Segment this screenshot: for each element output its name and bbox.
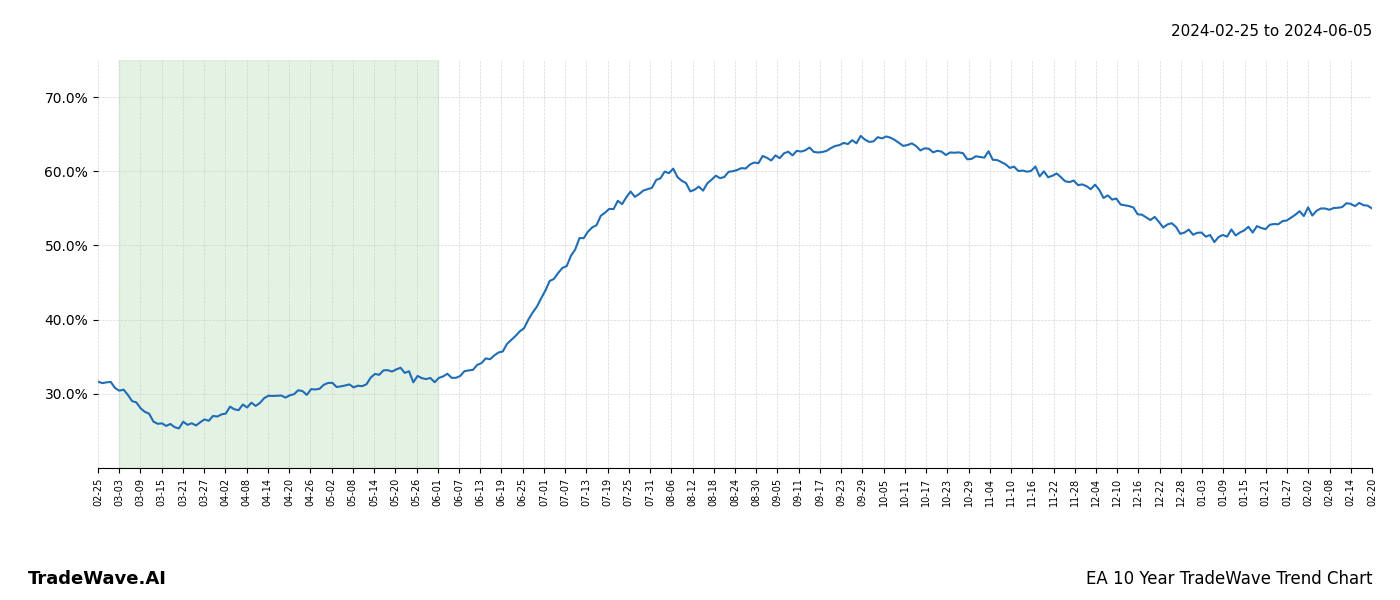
Text: 2024-02-25 to 2024-06-05: 2024-02-25 to 2024-06-05 bbox=[1170, 24, 1372, 39]
Text: EA 10 Year TradeWave Trend Chart: EA 10 Year TradeWave Trend Chart bbox=[1085, 570, 1372, 588]
Text: TradeWave.AI: TradeWave.AI bbox=[28, 570, 167, 588]
Bar bbox=[119, 60, 438, 468]
